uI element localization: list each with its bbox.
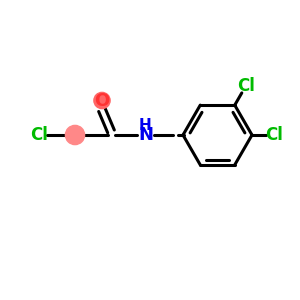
Text: Cl: Cl: [30, 126, 48, 144]
Text: H: H: [139, 118, 152, 133]
Text: O: O: [94, 92, 110, 110]
Text: N: N: [138, 126, 153, 144]
Text: Cl: Cl: [237, 76, 255, 94]
Circle shape: [65, 125, 85, 145]
Text: Cl: Cl: [266, 126, 284, 144]
Circle shape: [94, 92, 110, 109]
